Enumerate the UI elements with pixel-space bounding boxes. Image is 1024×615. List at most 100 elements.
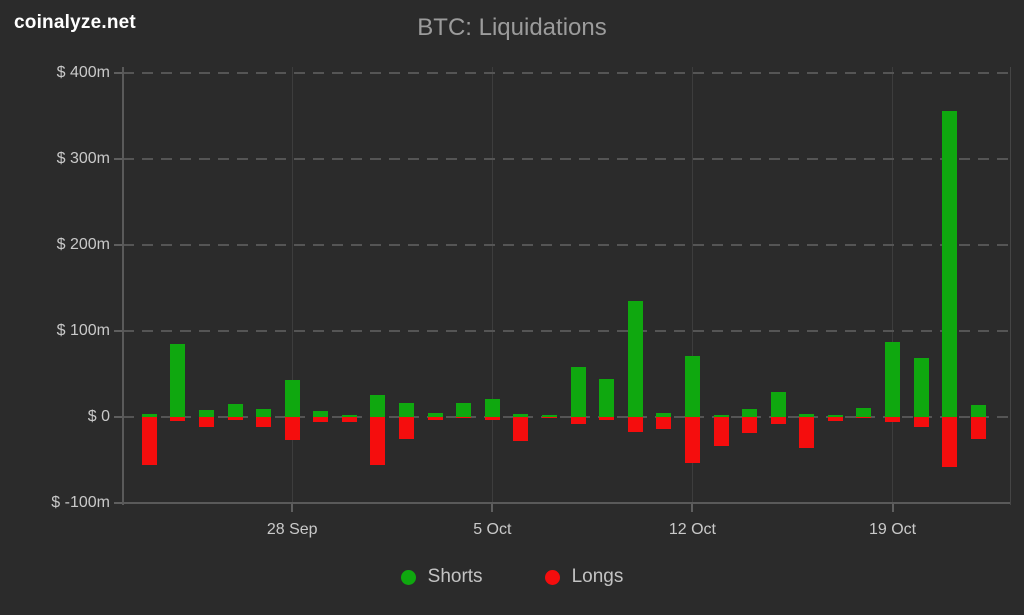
shorts-bar[interactable]: [742, 409, 758, 417]
shorts-bar[interactable]: [856, 407, 872, 417]
longs-bar[interactable]: [799, 417, 815, 448]
shorts-bar[interactable]: [427, 412, 443, 417]
chart-title: BTC: Liquidations: [417, 14, 607, 41]
shorts-bar[interactable]: [656, 412, 672, 417]
y-tick-label: $ 300m: [56, 150, 110, 167]
y-axis-tick: [114, 158, 123, 160]
longs-bar[interactable]: [684, 417, 700, 463]
longs-bar[interactable]: [913, 417, 929, 428]
longs-bar[interactable]: [970, 417, 986, 440]
longs-bar[interactable]: [827, 417, 843, 422]
shorts-bar[interactable]: [313, 410, 329, 417]
shorts-bar[interactable]: [570, 367, 586, 417]
shorts-bar[interactable]: [484, 398, 500, 417]
shorts-bar[interactable]: [627, 300, 643, 417]
x-axis-tick: [491, 502, 494, 512]
longs-bar[interactable]: [856, 417, 872, 418]
y-axis-tick: [114, 502, 123, 504]
horizontal-gridline: [123, 244, 1010, 246]
y-axis-tick: [114, 72, 123, 74]
y-tick-label: $ 400m: [56, 64, 110, 81]
y-tick-label: $ 100m: [56, 322, 110, 339]
shorts-bar[interactable]: [170, 343, 186, 417]
horizontal-gridline: [123, 416, 1010, 418]
x-tick-label: 28 Sep: [266, 521, 318, 538]
y-tick-label: $ 200m: [56, 236, 110, 253]
shorts-bar[interactable]: [799, 413, 815, 417]
x-tick-label: 5 Oct: [473, 521, 512, 538]
shorts-bar[interactable]: [599, 379, 615, 417]
y-axis-line: [122, 67, 124, 505]
longs-bar[interactable]: [599, 417, 615, 420]
longs-legend-dot-icon: [544, 569, 560, 585]
shorts-bar[interactable]: [885, 342, 901, 417]
x-tick-label: 19 Oct: [868, 521, 917, 538]
brand-watermark: coinalyze.net: [14, 12, 136, 33]
vertical-gridline: [892, 67, 894, 505]
longs-bar[interactable]: [713, 417, 729, 447]
longs-bar[interactable]: [313, 417, 329, 423]
shorts-bar[interactable]: [141, 413, 157, 417]
longs-bar[interactable]: [570, 417, 586, 424]
longs-bar[interactable]: [227, 417, 243, 421]
shorts-bar[interactable]: [827, 415, 843, 417]
x-tick-label: 12 Oct: [668, 521, 716, 538]
longs-bar[interactable]: [885, 417, 901, 423]
x-axis-tick: [891, 502, 894, 512]
shorts-bar[interactable]: [256, 409, 272, 417]
vertical-gridline: [491, 67, 493, 505]
shorts-bar[interactable]: [284, 380, 300, 417]
y-axis-tick: [114, 244, 123, 246]
shorts-bar[interactable]: [198, 410, 214, 417]
shorts-bar[interactable]: [370, 394, 386, 417]
longs-bar[interactable]: [341, 417, 357, 423]
x-axis-tick: [291, 502, 294, 512]
longs-bar[interactable]: [170, 417, 186, 422]
plot-right-border: [1010, 67, 1011, 505]
shorts-bar[interactable]: [970, 404, 986, 417]
legend: Shorts Longs: [0, 566, 1024, 588]
shorts-legend-dot-icon: [400, 569, 416, 585]
longs-bar[interactable]: [141, 417, 157, 466]
shorts-bar[interactable]: [341, 415, 357, 417]
shorts-legend-label: Shorts: [427, 566, 483, 587]
legend-item-longs[interactable]: Longs: [544, 566, 624, 588]
vertical-gridline: [691, 67, 693, 505]
longs-bar[interactable]: [942, 417, 958, 467]
y-tick-label: $ -100m: [51, 494, 110, 511]
shorts-bar[interactable]: [942, 110, 958, 417]
longs-bar[interactable]: [427, 417, 443, 421]
longs-bar[interactable]: [627, 417, 643, 432]
horizontal-gridline: [123, 330, 1010, 332]
horizontal-gridline: [123, 158, 1010, 160]
longs-bar[interactable]: [256, 417, 272, 428]
longs-bar[interactable]: [513, 417, 529, 442]
shorts-bar[interactable]: [399, 403, 415, 417]
shorts-bar[interactable]: [227, 404, 243, 417]
shorts-bar[interactable]: [684, 355, 700, 417]
longs-bar[interactable]: [484, 417, 500, 421]
x-axis-tick: [691, 502, 694, 512]
longs-legend-label: Longs: [571, 566, 624, 587]
shorts-bar[interactable]: [713, 415, 729, 417]
longs-bar[interactable]: [370, 417, 386, 466]
longs-bar[interactable]: [770, 417, 786, 424]
longs-bar[interactable]: [198, 417, 214, 428]
longs-bar[interactable]: [542, 417, 557, 418]
longs-bar[interactable]: [284, 417, 300, 441]
longs-bar[interactable]: [399, 417, 415, 440]
shorts-bar[interactable]: [913, 357, 929, 417]
legend-item-shorts[interactable]: Shorts: [400, 566, 483, 588]
longs-bar[interactable]: [456, 417, 472, 418]
horizontal-gridline: [123, 72, 1010, 74]
shorts-bar[interactable]: [456, 403, 472, 417]
y-axis-tick: [114, 330, 123, 332]
longs-bar[interactable]: [656, 417, 672, 430]
longs-bar[interactable]: [742, 417, 758, 434]
shorts-bar[interactable]: [770, 392, 786, 417]
shorts-bar[interactable]: [513, 413, 529, 417]
vertical-gridline: [291, 67, 293, 505]
shorts-bar[interactable]: [542, 415, 557, 417]
